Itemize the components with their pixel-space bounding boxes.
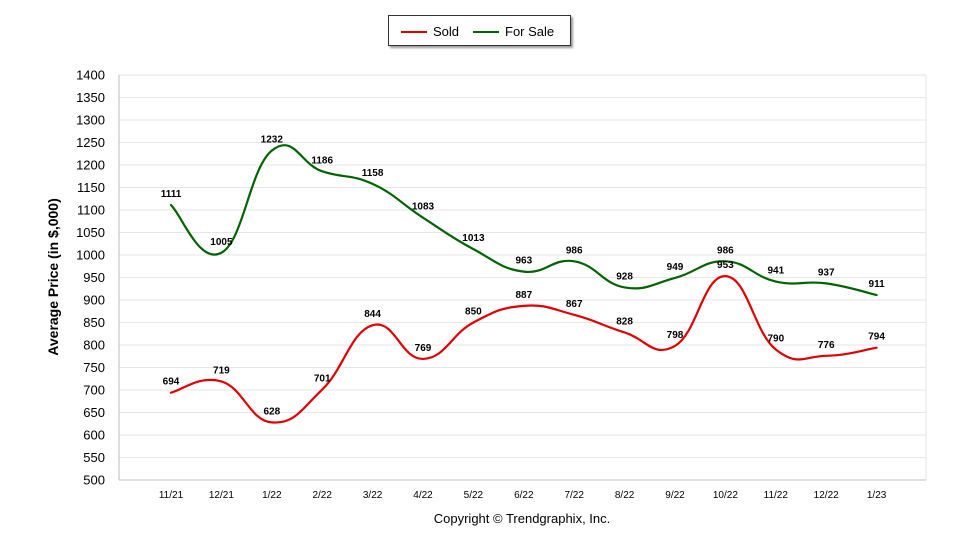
data-label-sold: 844 — [364, 309, 381, 320]
y-tick-label: 550 — [83, 450, 105, 465]
series-line-for-sale — [169, 144, 878, 297]
data-label-for-sale: 986 — [566, 245, 583, 256]
y-tick-label: 600 — [83, 428, 105, 443]
x-tick-label: 7/22 — [564, 490, 584, 501]
data-labels: 694 719 628 701 844 769 850 887 867 828 798 953 790 7… — [161, 135, 886, 418]
y-tick-label: 1400 — [76, 68, 105, 83]
x-tick-label: 1/23 — [867, 490, 887, 501]
y-tick-label: 650 — [83, 405, 105, 420]
data-label-for-sale: 911 — [869, 279, 886, 290]
data-label-sold: 850 — [465, 307, 482, 318]
y-tick-label: 800 — [83, 338, 105, 353]
x-tick-label: 1/22 — [262, 490, 282, 501]
x-tick-label: 11/21 — [159, 490, 184, 501]
data-label-sold: 776 — [818, 340, 835, 351]
series-line-sold — [169, 275, 878, 424]
legend-swatch-sold — [401, 30, 427, 33]
data-label-sold: 694 — [163, 377, 180, 388]
legend-label-for-sale: For Sale — [505, 24, 555, 39]
y-tick-label: 1300 — [76, 113, 105, 128]
y-tick-label: 1200 — [76, 158, 105, 173]
x-tick-label: 3/22 — [363, 490, 383, 501]
x-tick-label: 6/22 — [514, 490, 534, 501]
data-label-sold: 828 — [616, 316, 633, 327]
gridlines — [119, 74, 926, 481]
x-tick-label: 12/22 — [814, 490, 839, 501]
x-tick-label: 9/22 — [665, 490, 685, 501]
data-label-for-sale: 1232 — [261, 135, 284, 146]
y-tick-label: 1100 — [77, 203, 105, 218]
data-label-for-sale: 986 — [717, 245, 734, 256]
data-label-sold: 790 — [767, 334, 784, 345]
y-tick-label: 750 — [83, 360, 105, 375]
y-axis-title: Average Price (in $,000) — [45, 198, 61, 355]
legend-swatch-for-sale — [473, 30, 499, 33]
data-label-for-sale: 928 — [616, 271, 633, 282]
data-label-sold: 798 — [667, 330, 684, 341]
y-tick-label: 950 — [83, 270, 105, 285]
legend-label-sold: Sold — [433, 24, 460, 39]
data-label-for-sale: 937 — [818, 267, 835, 278]
y-tick-label: 1150 — [77, 180, 105, 195]
legend-item-for-sale: For Sale — [473, 16, 554, 47]
data-label-sold: 628 — [263, 406, 280, 417]
data-label-for-sale: 1083 — [412, 202, 435, 213]
chart-legend: Sold For Sale — [388, 15, 571, 46]
data-label-for-sale: 1186 — [311, 155, 333, 166]
y-tick-label: 1000 — [76, 248, 105, 263]
data-label-for-sale: 1013 — [462, 233, 485, 244]
y-tick-label: 850 — [83, 315, 105, 330]
y-tick-label: 900 — [83, 293, 105, 308]
x-tick-label: 2/22 — [312, 490, 332, 501]
x-tick-label: 10/22 — [713, 490, 738, 501]
data-label-sold: 719 — [213, 365, 230, 376]
data-label-sold: 867 — [566, 299, 583, 310]
data-label-sold: 953 — [717, 260, 734, 271]
data-label-sold: 794 — [868, 332, 885, 343]
data-label-for-sale: 1005 — [210, 237, 233, 248]
data-label-sold: 887 — [515, 290, 532, 301]
x-tick-label: 8/22 — [615, 490, 635, 501]
y-tick-label: 500 — [83, 473, 105, 488]
data-label-for-sale: 1158 — [362, 168, 384, 179]
data-label-for-sale: 963 — [515, 256, 532, 267]
data-label-for-sale: 1111 — [161, 189, 182, 200]
x-tick-label: 12/21 — [209, 490, 234, 501]
legend-item-sold: Sold — [401, 16, 459, 47]
data-label-for-sale: 949 — [667, 262, 684, 273]
x-tick-label: 11/22 — [764, 490, 789, 501]
y-tick-label: 700 — [83, 383, 105, 398]
data-label-sold: 701 — [314, 374, 331, 385]
y-tick-label: 1250 — [76, 135, 105, 150]
data-label-sold: 769 — [415, 343, 432, 354]
y-tick-label: 1350 — [76, 90, 105, 105]
x-tick-label: 4/22 — [413, 490, 433, 501]
copyright-footer: Copyright © Trendgraphix, Inc. — [433, 511, 611, 526]
series-lines — [169, 144, 878, 424]
y-tick-label: 1050 — [76, 225, 105, 240]
axes: 500 550 600 650 700 750 800 850 900 950 1000 1050 11… — [76, 68, 927, 501]
data-label-for-sale: 941 — [767, 266, 784, 277]
x-tick-label: 5/22 — [464, 490, 484, 501]
